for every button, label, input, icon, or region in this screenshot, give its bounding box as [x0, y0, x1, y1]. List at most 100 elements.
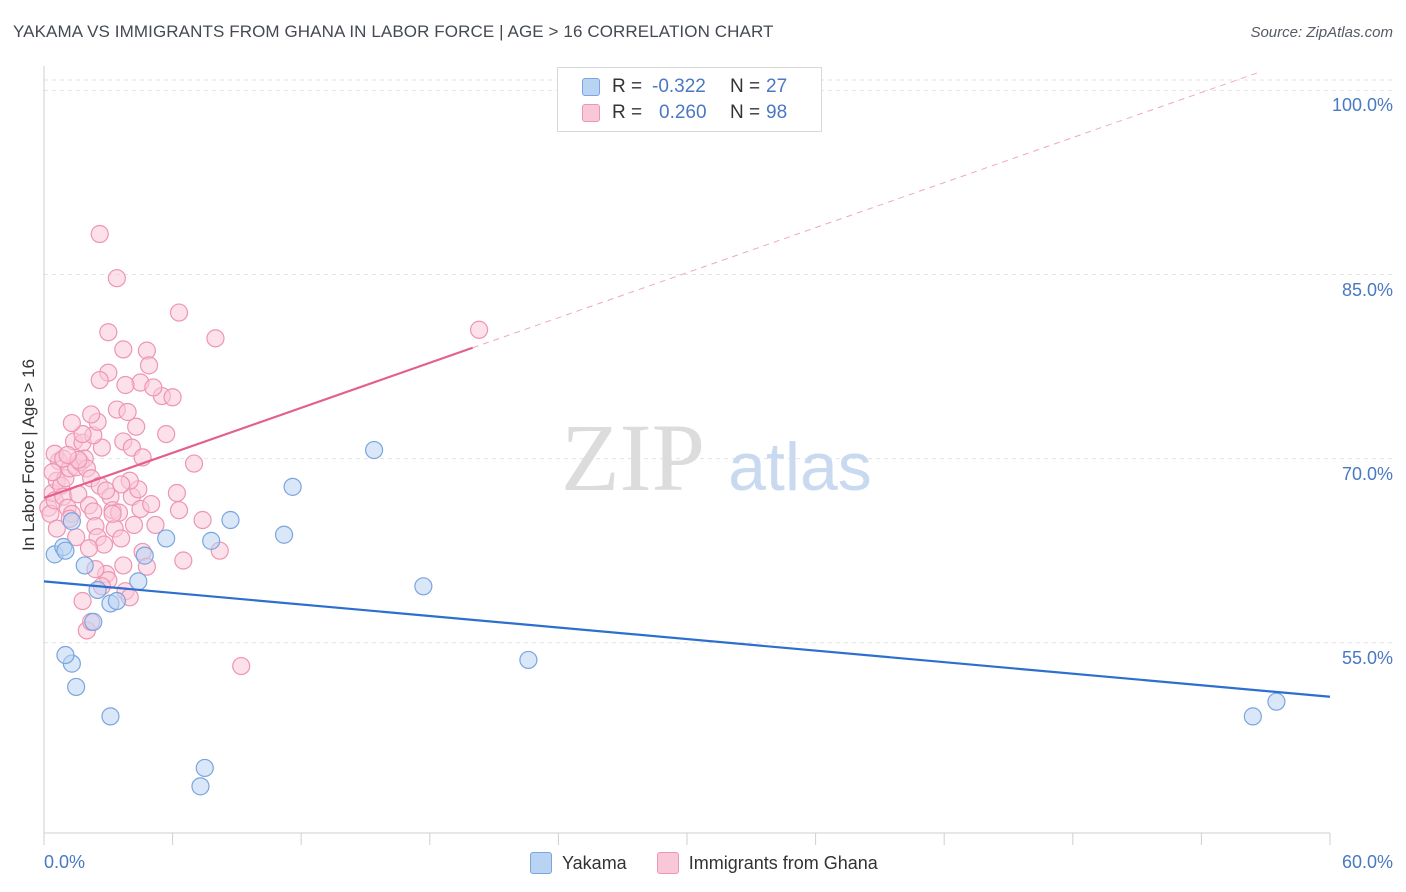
point-immigrants-from-ghana — [232, 656, 251, 676]
legend-row-yakama: R = -0.322 N = 27 — [582, 75, 787, 99]
gridlines — [44, 79, 1394, 644]
legend-row-ghana: R = 0.260 N = 98 — [582, 101, 787, 125]
point-immigrants-from-ghana — [73, 591, 92, 611]
legend-r-value-ghana: 0.260 — [659, 102, 707, 123]
trend-immigrants-from-ghana-solid — [43, 346, 474, 499]
point-immigrants-from-ghana — [174, 551, 193, 570]
point-yakama — [101, 707, 120, 726]
point-immigrants-from-ghana — [43, 463, 62, 482]
point-immigrants-from-ghana — [142, 494, 161, 514]
watermark-atlas: atlas — [728, 429, 872, 505]
stats-legend: R = -0.322 N = 27 R = 0.260 N = 98 — [557, 67, 822, 132]
series-swatch-yakama — [530, 852, 552, 874]
point-immigrants-from-ghana — [124, 515, 144, 535]
watermark-zip: ZIP — [561, 404, 705, 511]
legend-r-label: R = — [612, 102, 643, 123]
x-tick-label-max: 60.0% — [1341, 852, 1393, 872]
point-yakama — [364, 440, 384, 460]
point-immigrants-from-ghana — [94, 535, 114, 554]
point-immigrants-from-ghana — [114, 340, 133, 359]
point-yakama — [67, 677, 86, 697]
point-yakama — [107, 591, 126, 611]
point-immigrants-from-ghana — [206, 329, 225, 348]
legend-n-value-ghana: 98 — [766, 102, 788, 123]
point-yakama — [1267, 692, 1286, 711]
point-immigrants-from-ghana — [118, 402, 137, 422]
series-label-yakama: Yakama — [562, 852, 627, 873]
point-immigrants-from-ghana — [103, 504, 122, 523]
point-immigrants-from-ghana — [114, 556, 133, 575]
series-swatch-ghana — [656, 852, 679, 874]
point-immigrants-from-ghana — [146, 515, 165, 535]
axes — [43, 66, 1331, 845]
point-immigrants-from-ghana — [157, 424, 176, 444]
source-label: Source: ZipAtlas.com — [1250, 24, 1393, 41]
legend-n-label: N = — [730, 76, 761, 97]
data-points — [39, 224, 1286, 796]
point-yakama — [62, 512, 81, 531]
trend-yakama-solid — [43, 580, 1331, 698]
point-immigrants-from-ghana — [469, 320, 489, 339]
series-legend-yakama[interactable]: Yakama — [530, 852, 627, 874]
point-yakama — [283, 477, 302, 496]
point-yakama — [519, 650, 538, 670]
legend-n-label: N = — [730, 102, 761, 123]
series-legend: Yakama Immigrants from Ghana — [530, 852, 908, 874]
trend-immigrants-from-ghana-dashed — [472, 71, 1261, 349]
point-immigrants-from-ghana — [184, 454, 204, 473]
y-tick-label: 100.0% — [1331, 95, 1393, 116]
point-immigrants-from-ghana — [90, 370, 109, 390]
point-yakama — [1243, 707, 1262, 726]
point-immigrants-from-ghana — [167, 483, 186, 503]
legend-n-value-yakama: 27 — [766, 76, 788, 97]
point-immigrants-from-ghana — [82, 405, 101, 424]
point-immigrants-from-ghana — [107, 269, 126, 288]
point-immigrants-from-ghana — [193, 510, 212, 530]
point-yakama — [414, 577, 433, 596]
legend-r-value-yakama: -0.322 — [652, 76, 706, 97]
point-immigrants-from-ghana — [127, 417, 146, 436]
point-immigrants-from-ghana — [79, 539, 99, 558]
legend-r-label: R = — [612, 76, 643, 97]
point-immigrants-from-ghana — [99, 323, 118, 342]
point-yakama — [135, 546, 154, 565]
point-yakama — [195, 758, 214, 778]
series-label-ghana: Immigrants from Ghana — [688, 852, 878, 873]
point-yakama — [88, 580, 107, 600]
point-immigrants-from-ghana — [47, 519, 66, 538]
point-immigrants-from-ghana — [90, 224, 109, 244]
point-yakama — [56, 541, 75, 560]
series-legend-ghana[interactable]: Immigrants from Ghana — [656, 852, 878, 874]
y-tick-label: 55.0% — [1341, 647, 1393, 668]
watermark: ZIP atlas — [561, 404, 872, 511]
point-yakama — [157, 529, 176, 548]
point-yakama — [274, 525, 294, 544]
point-yakama — [84, 612, 103, 631]
trend-lines — [43, 71, 1331, 698]
point-yakama — [221, 510, 240, 530]
y-tick-label: 70.0% — [1341, 463, 1393, 484]
point-immigrants-from-ghana — [169, 303, 189, 322]
point-immigrants-from-ghana — [139, 356, 159, 375]
point-immigrants-from-ghana — [169, 501, 189, 520]
point-immigrants-from-ghana — [58, 445, 77, 465]
point-yakama — [129, 572, 148, 591]
legend-swatch-yakama — [582, 78, 600, 96]
chart-title: YAKAMA VS IMMIGRANTS FROM GHANA IN LABOR… — [13, 22, 774, 41]
point-immigrants-from-ghana — [112, 475, 131, 494]
point-immigrants-from-ghana — [163, 388, 182, 407]
point-immigrants-from-ghana — [116, 375, 135, 395]
point-immigrants-from-ghana — [62, 413, 81, 433]
y-tick-label: 85.0% — [1341, 279, 1393, 300]
point-immigrants-from-ghana — [73, 424, 92, 444]
point-immigrants-from-ghana — [144, 378, 163, 397]
point-yakama — [75, 556, 94, 575]
point-yakama — [191, 777, 210, 796]
point-immigrants-from-ghana — [92, 438, 111, 457]
point-immigrants-from-ghana — [112, 529, 131, 548]
legend-swatch-ghana — [582, 104, 600, 122]
point-yakama — [56, 645, 75, 665]
x-tick-label-min: 0.0% — [44, 852, 86, 872]
point-yakama — [202, 531, 221, 550]
